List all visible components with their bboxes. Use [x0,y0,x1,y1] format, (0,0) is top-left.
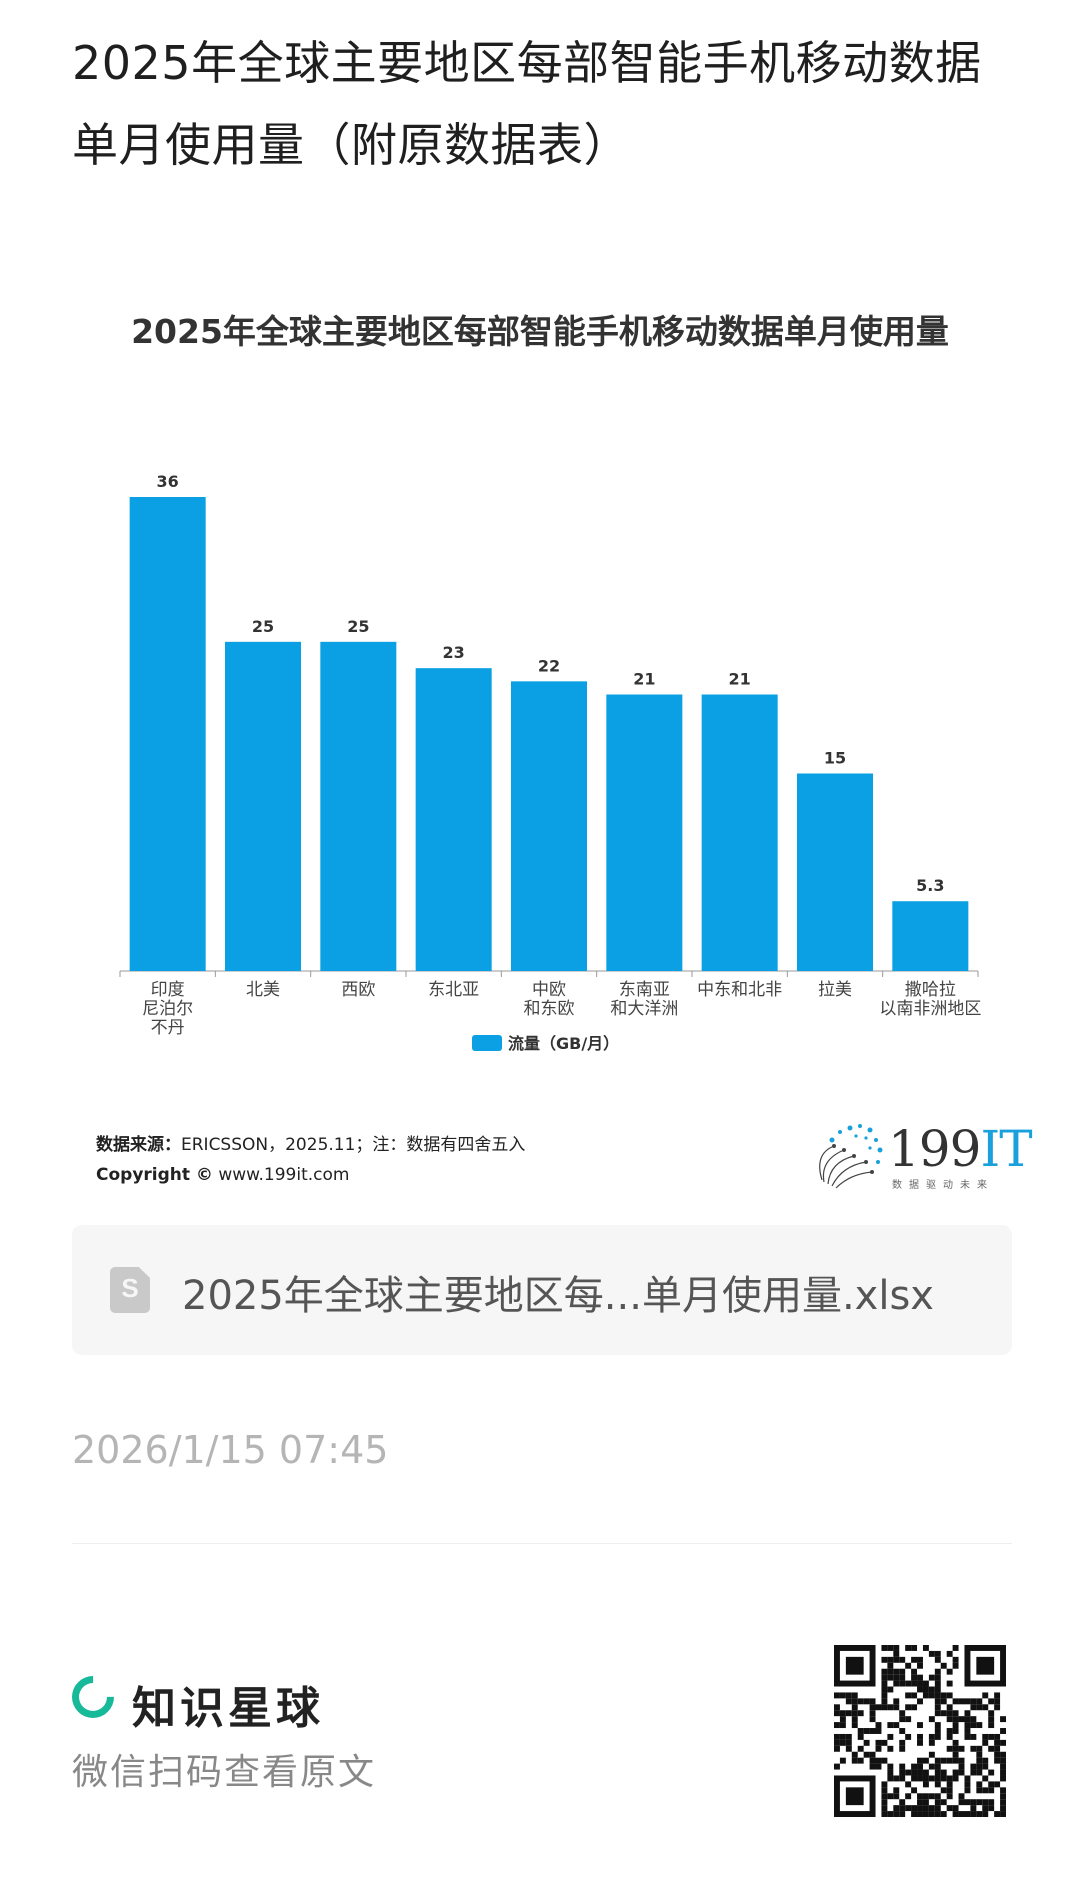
data-label: 36 [157,472,179,491]
bar [797,773,873,971]
category-label: 东南亚 [619,980,670,1000]
copyright-label: Copyright © [96,1165,213,1185]
category-label: 西欧 [341,980,375,1000]
category-label: 中欧 [532,980,566,1000]
copyright-url: www.199it.com [218,1165,350,1185]
category-label: 尼泊尔 [142,999,193,1019]
planet-ring-icon [63,1667,123,1727]
category-label: 和大洋洲 [610,999,678,1019]
data-label: 5.3 [916,876,944,895]
bar [892,901,969,971]
category-label: 撒哈拉 [905,980,956,1000]
logo-tagline: 数据驱动未来 [892,1180,994,1191]
category-label: 不丹 [151,1018,185,1038]
chart-image: 2025年全球主要地区每部智能手机移动数据单月使用量 36 印度 尼泊尔 不丹 25 北美… [72,285,1008,1205]
brand-name: 知识星球 [132,1683,324,1734]
bar [415,668,492,971]
category-label: 印度 [151,980,185,1000]
data-label: 23 [443,643,465,662]
source-label: 数据来源： [96,1135,181,1155]
data-label: 25 [347,617,369,636]
spreadsheet-file-icon: S [110,1267,150,1313]
bar [129,497,206,971]
divider [72,1543,1012,1544]
data-label: 21 [729,670,751,689]
source-text: ERICSSON，2025.11；注：数据有四舍五入 [181,1135,526,1155]
category-label: 东北亚 [428,980,479,1000]
data-label: 21 [633,670,655,689]
199it-logo: 199IT 数据驱动未来 [810,1120,1033,1191]
category-label: 和东欧 [524,999,575,1019]
qr-code-icon[interactable] [834,1645,1006,1817]
source-block: 数据来源：ERICSSON，2025.11；注：数据有四舍五入 Copyrigh… [96,1130,525,1190]
bar [701,694,778,971]
logo-text: 199IT [888,1120,1033,1178]
bar [606,694,683,971]
chart-title: 2025年全球主要地区每部智能手机移动数据单月使用量 [131,312,949,351]
legend-label: 流量（GB/月） [508,1034,619,1053]
category-label: 中东和北非 [697,980,782,1000]
bar [511,681,587,971]
category-label: 以南非洲地区 [879,999,981,1019]
category-label: 北美 [246,980,280,1000]
post-timestamp: 2026/1/15 07:45 [72,1428,389,1472]
legend-swatch [472,1035,502,1051]
attachment-card[interactable]: S 2025年全球主要地区每...单月使用量.xlsx [72,1225,1012,1355]
data-label: 22 [538,656,560,675]
bar [225,641,301,971]
data-label: 25 [252,617,274,636]
scan-hint: 微信扫码查看原文 [72,1752,377,1793]
dandelion-logo-icon [819,1124,883,1189]
bar [320,641,397,971]
data-label: 15 [824,749,846,768]
attachment-file-name: 2025年全球主要地区每...单月使用量.xlsx [182,1273,934,1319]
post-title: 2025年全球主要地区每部智能手机移动数据单月使用量（附原数据表） [72,36,982,172]
category-label: 拉美 [818,980,852,1000]
